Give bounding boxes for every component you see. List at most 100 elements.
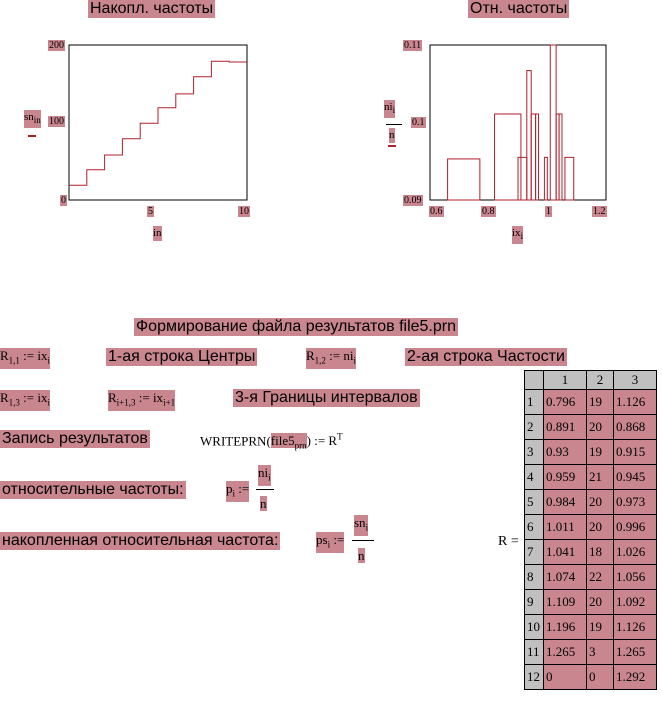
chart1-ytick-0: 0 bbox=[60, 195, 67, 206]
matrix-header-row: 1 2 3 bbox=[524, 370, 657, 390]
matrix-cell[interactable]: 1.041 bbox=[543, 539, 587, 565]
chart2-xtick-08: 0.8 bbox=[481, 206, 496, 217]
chart1-xtick-10: 10 bbox=[238, 206, 250, 217]
matrix-row-index: 8 bbox=[524, 564, 544, 590]
matrix-cell[interactable]: 1.026 bbox=[613, 539, 657, 565]
matrix-cell[interactable]: 0.945 bbox=[613, 464, 657, 490]
chart2-legend-swatch bbox=[388, 145, 396, 147]
formula-ps[interactable]: psi := bbox=[316, 532, 345, 553]
matrix-cell[interactable]: 1.126 bbox=[613, 389, 657, 415]
matrix-cell[interactable]: 1.265 bbox=[613, 639, 657, 665]
matrix-row: 5 0.984 20 0.973 bbox=[524, 489, 657, 515]
chart1-legend-swatch bbox=[28, 135, 36, 137]
matrix-row-index: 10 bbox=[524, 614, 544, 640]
matrix-cell[interactable]: 20 bbox=[586, 414, 614, 440]
chart2-ylabel-num: nii bbox=[384, 100, 396, 119]
matrix-cell[interactable]: 22 bbox=[586, 564, 614, 590]
matrix-row-index: 5 bbox=[524, 489, 544, 515]
matrix-row-index: 9 bbox=[524, 589, 544, 615]
cum-label: накопленная относительная частота: bbox=[0, 532, 281, 550]
matrix-row-index: 12 bbox=[524, 664, 544, 690]
matrix-row-index: 3 bbox=[524, 439, 544, 465]
matrix-cell[interactable]: 1.126 bbox=[613, 614, 657, 640]
matrix-row: 10 1.196 19 1.126 bbox=[524, 614, 657, 640]
matrix-cell[interactable]: 19 bbox=[586, 614, 614, 640]
matrix-cell[interactable]: 0 bbox=[586, 664, 614, 690]
matrix-corner bbox=[524, 370, 544, 390]
matrix-cell[interactable]: 0.959 bbox=[543, 464, 587, 490]
row2-title: 2-ая строка Частости bbox=[405, 348, 567, 366]
write-func: WRITEPRN bbox=[200, 433, 267, 449]
formula-ps-num: sni bbox=[354, 515, 369, 536]
chart2-ylabel-den: n bbox=[389, 128, 395, 143]
chart1-series-line bbox=[69, 60, 247, 186]
matrix-row-index: 2 bbox=[524, 414, 544, 440]
matrix-row: 9 1.109 20 1.092 bbox=[524, 589, 657, 615]
matrix-cell[interactable]: 1.011 bbox=[543, 514, 587, 540]
chart2-bar-6 bbox=[543, 156, 548, 201]
matrix-row: 1 0.796 19 1.126 bbox=[524, 389, 657, 415]
matrix-cell[interactable]: 0.984 bbox=[543, 489, 587, 515]
matrix-cell[interactable]: 1.196 bbox=[543, 614, 587, 640]
chart2-xtick-1: 1 bbox=[545, 206, 552, 217]
formula-p[interactable]: pi := bbox=[226, 481, 250, 502]
matrix-row: 3 0.93 19 0.915 bbox=[524, 439, 657, 465]
rel-label: относительные частоты: bbox=[0, 481, 186, 499]
matrix-cell[interactable]: 19 bbox=[586, 439, 614, 465]
matrix-cell[interactable]: 0.973 bbox=[613, 489, 657, 515]
matrix-cell[interactable]: 1.056 bbox=[613, 564, 657, 590]
chart2-ytick-009: 0.09 bbox=[403, 195, 423, 206]
matrix-cell[interactable]: 21 bbox=[586, 464, 614, 490]
matrix-row-index: 4 bbox=[524, 464, 544, 490]
chart2-ytick-01: 0.1 bbox=[411, 117, 426, 128]
matrix-row: 7 1.041 18 1.026 bbox=[524, 539, 657, 565]
matrix-cell[interactable]: 0 bbox=[543, 664, 587, 690]
chart2-bar-9 bbox=[558, 113, 563, 201]
chart1-ylabel: snin bbox=[24, 110, 41, 129]
chart2-bar-10 bbox=[564, 156, 575, 201]
matrix-row-index: 7 bbox=[524, 539, 544, 565]
matrix-row-index: 1 bbox=[524, 389, 544, 415]
matrix-cell[interactable]: 1.092 bbox=[613, 589, 657, 615]
write-formula[interactable]: WRITEPRN(file5prn) := RT bbox=[200, 432, 343, 451]
matrix-cell[interactable]: 0.868 bbox=[613, 414, 657, 440]
chart2-ytick-011: 0.11 bbox=[403, 40, 423, 51]
formula-p-num: nii bbox=[258, 465, 271, 486]
matrix-cell[interactable]: 0.996 bbox=[613, 514, 657, 540]
matrix-row: 8 1.074 22 1.056 bbox=[524, 564, 657, 590]
matrix-cell[interactable]: 19 bbox=[586, 389, 614, 415]
chart1-ytick-100: 100 bbox=[48, 116, 65, 127]
chart1-ytick-200: 200 bbox=[48, 40, 65, 51]
chart2-bar-0 bbox=[447, 158, 481, 201]
formula-r13[interactable]: R1,3 := ixi bbox=[0, 390, 50, 411]
chart2-title: Отн. частоты bbox=[468, 0, 570, 18]
matrix-cell[interactable]: 1.109 bbox=[543, 589, 587, 615]
matrix-cell[interactable]: 0.93 bbox=[543, 439, 587, 465]
matrix-cell[interactable]: 1.074 bbox=[543, 564, 587, 590]
write-label: Запись результатов bbox=[0, 430, 150, 448]
formula-p-bar bbox=[256, 489, 274, 490]
matrix-cell[interactable]: 3 bbox=[586, 639, 614, 665]
matrix-row: 4 0.959 21 0.945 bbox=[524, 464, 657, 490]
matrix-cell[interactable]: 20 bbox=[586, 489, 614, 515]
result-matrix[interactable]: 1 2 3 1 0.796 19 1.126 2 0.891 20 0.868 3 0.93 19 0… bbox=[524, 370, 657, 690]
chart1-title: Накопл. частоты bbox=[88, 0, 216, 18]
matrix-cell[interactable]: 20 bbox=[586, 514, 614, 540]
matrix-cell[interactable]: 1.265 bbox=[543, 639, 587, 665]
matrix-row-index: 6 bbox=[524, 514, 544, 540]
main-title: Формирование файла результатов file5.prn bbox=[134, 318, 458, 336]
formula-ri13[interactable]: Ri+1,3 := ixi+1 bbox=[108, 390, 176, 411]
matrix-cell[interactable]: 0.915 bbox=[613, 439, 657, 465]
formula-r11[interactable]: R1,1 := ixi bbox=[0, 348, 50, 369]
matrix-cell[interactable]: 0.796 bbox=[543, 389, 587, 415]
matrix-cell[interactable]: 0.891 bbox=[543, 414, 587, 440]
charts-canvas bbox=[68, 44, 607, 201]
matrix-cell[interactable]: 1.292 bbox=[613, 664, 657, 690]
chart2-xtick-06: 0.6 bbox=[429, 206, 444, 217]
chart2-xtick-12: 1.2 bbox=[592, 206, 607, 217]
matrix-cell[interactable]: 18 bbox=[586, 539, 614, 565]
formula-r12[interactable]: R1,2 := nii bbox=[306, 348, 356, 369]
matrix-cell[interactable]: 20 bbox=[586, 589, 614, 615]
matrix-row: 6 1.011 20 0.996 bbox=[524, 514, 657, 540]
matrix-row: 11 1.265 3 1.265 bbox=[524, 639, 657, 665]
